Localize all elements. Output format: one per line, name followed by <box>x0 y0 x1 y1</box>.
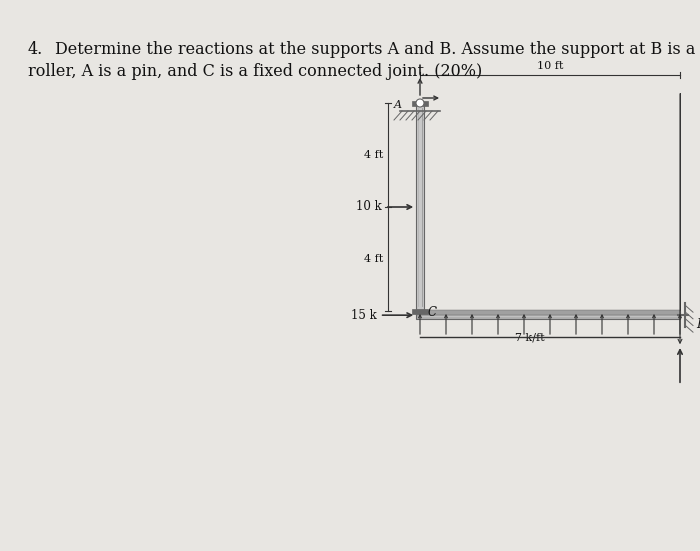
Bar <box>412 100 428 105</box>
Text: Determine the reactions at the supports A and B. Assume the support at B is a: Determine the reactions at the supports … <box>55 41 695 58</box>
Text: roller, A is a pin, and C is a fixed connected joint. (20%): roller, A is a pin, and C is a fixed con… <box>28 63 482 80</box>
Text: C: C <box>428 306 437 319</box>
Text: 10 k: 10 k <box>356 201 382 213</box>
Text: B: B <box>696 318 700 331</box>
Bar <box>416 310 680 315</box>
Text: A: A <box>394 100 402 110</box>
Bar <box>412 309 428 314</box>
Text: 4 ft: 4 ft <box>364 254 383 264</box>
Text: 7 k/ft: 7 k/ft <box>515 332 545 342</box>
Text: 10 ft: 10 ft <box>537 61 564 71</box>
Bar <box>416 103 424 311</box>
Circle shape <box>416 99 424 107</box>
Text: 15 k: 15 k <box>351 309 377 322</box>
Bar <box>416 311 680 320</box>
Text: 4.: 4. <box>28 41 43 58</box>
Text: 4 ft: 4 ft <box>364 150 383 160</box>
